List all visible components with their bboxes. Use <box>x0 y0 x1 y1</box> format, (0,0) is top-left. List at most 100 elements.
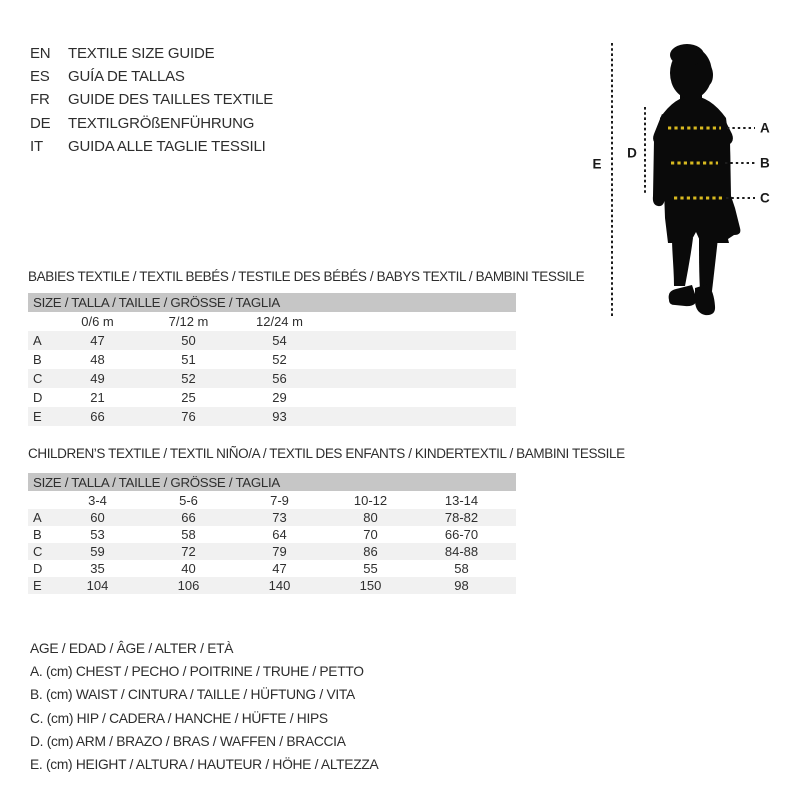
size-cell <box>325 369 416 388</box>
size-cell: 58 <box>181 527 196 542</box>
size-cell: 76 <box>143 407 234 426</box>
language-row: EN TEXTILE SIZE GUIDE <box>30 42 273 65</box>
size-cell: 51 <box>181 352 196 367</box>
size-row-label: A <box>28 331 52 350</box>
size-column-header-row: 0/6 m 7/12 m 12/24 m <box>28 312 516 331</box>
size-cell: 59 <box>52 543 143 560</box>
silhouette-shorts <box>664 190 741 243</box>
language-row: ES GUÍA DE TALLAS <box>30 65 273 88</box>
size-cell: 52 <box>272 352 287 367</box>
size-row: D 35 40 47 55 58 <box>28 560 516 577</box>
size-cell <box>325 331 416 350</box>
measure-label-d: D <box>627 146 637 161</box>
size-cell: 73 <box>234 509 325 526</box>
size-filler-cell <box>507 312 516 331</box>
size-row: C 59 72 79 86 84-88 <box>28 543 517 560</box>
size-filler-cell <box>507 526 516 543</box>
language-title: GUÍA DE TALLAS <box>68 68 185 86</box>
silhouette-shoe-right <box>695 284 716 316</box>
babies-size-table: SIZE / TALLA / TAILLE / GRÖSSE / TAGLIA 0… <box>28 293 517 426</box>
legend-line-height: E. (cm) HEIGHT / ALTURA / HAUTEUR / HÖHE… <box>30 757 379 773</box>
size-column-header-row: 3-4 5-6 7-9 10-12 13-14 <box>28 491 516 509</box>
size-filler-cell <box>507 543 517 560</box>
legend-line-arm: D. (cm) ARM / BRAZO / BRAS / WAFFEN / BR… <box>30 733 346 749</box>
measure-label-b: B <box>760 156 770 171</box>
silhouette-leg-right <box>699 238 718 291</box>
legend-line-waist: B. (cm) WAIST / CINTURA / TAILLE / HÜFTU… <box>30 687 355 703</box>
size-cell: 70 <box>363 527 378 542</box>
size-row-label: B <box>33 527 42 542</box>
size-row-label: E <box>28 577 52 594</box>
size-cell: 104 <box>52 577 143 594</box>
size-row: E 66 76 93 <box>28 407 517 426</box>
size-cell: 56 <box>234 369 325 388</box>
size-column-header: 13-14 <box>444 492 479 508</box>
size-row: A 60 66 73 80 78-82 <box>28 509 517 526</box>
size-cell: 140 <box>234 577 325 594</box>
silhouette-sleeve-left <box>653 114 672 145</box>
size-column-header: 0/6 m <box>81 314 114 329</box>
language-title: GUIDA ALLE TAGLIE TESSILI <box>68 137 266 155</box>
size-cell: 79 <box>234 543 325 560</box>
size-cell: 66 <box>52 407 143 426</box>
silhouette-arm-right <box>716 140 732 207</box>
size-header-bar-row: SIZE / TALLA / TAILLE / GRÖSSE / TAGLIA <box>28 293 517 312</box>
size-filler-cell <box>507 369 517 388</box>
size-cell: 80 <box>325 509 416 526</box>
size-cell: 150 <box>325 577 416 594</box>
size-row-label: C <box>28 543 52 560</box>
size-column-header <box>325 312 416 331</box>
size-cell: 86 <box>325 543 416 560</box>
size-cell <box>416 369 507 388</box>
size-filler-cell <box>507 388 516 407</box>
size-row-label: D <box>33 561 43 576</box>
size-cell <box>325 388 416 407</box>
size-row-label: D <box>33 390 43 405</box>
silhouette-head-back <box>701 64 713 86</box>
language-list: EN TEXTILE SIZE GUIDE ES GUÍA DE TALLAS … <box>30 42 273 158</box>
size-cell: 53 <box>90 527 105 542</box>
size-cell: 106 <box>143 577 234 594</box>
size-cell: 49 <box>52 369 143 388</box>
size-cell: 50 <box>143 331 234 350</box>
size-cell: 64 <box>272 527 287 542</box>
measure-label-e: E <box>592 157 601 172</box>
size-cell: 25 <box>181 390 196 405</box>
size-filler-cell <box>507 407 517 426</box>
size-cell <box>416 350 507 369</box>
size-cell: 78-82 <box>416 509 507 526</box>
size-cell <box>416 407 507 426</box>
silhouette-shoe-left <box>668 285 697 307</box>
size-cell: 47 <box>52 331 143 350</box>
measure-label-a: A <box>760 121 770 136</box>
size-cell: 58 <box>454 561 469 576</box>
language-row: DE TEXTILGRÖßENFÜHRUNG <box>30 112 273 135</box>
size-cell: 84-88 <box>416 543 507 560</box>
size-row: C 49 52 56 <box>28 369 517 388</box>
size-cell: 54 <box>234 331 325 350</box>
size-cell: 66-70 <box>444 527 479 542</box>
babies-section-title: BABIES TEXTILE / TEXTIL BEBÉS / TESTILE … <box>28 269 585 284</box>
size-row-label: C <box>28 369 52 388</box>
size-cell: 35 <box>90 561 105 576</box>
size-row-label: B <box>33 352 42 367</box>
language-row: FR GUIDE DES TAILLES TEXTILE <box>30 88 273 111</box>
size-row: B 48 51 52 <box>28 350 516 369</box>
size-row: E 104 106 140 150 98 <box>28 577 517 594</box>
legend-line-age: AGE / EDAD / ÂGE / ALTER / ETÀ <box>30 641 234 656</box>
language-row: IT GUIDA ALLE TAGLIE TESSILI <box>30 135 273 158</box>
size-cell: 21 <box>90 390 105 405</box>
language-code: EN <box>30 45 51 62</box>
size-row-label: E <box>28 407 52 426</box>
size-cell <box>325 350 416 369</box>
size-cell: 40 <box>181 561 196 576</box>
size-cell: 29 <box>272 390 287 405</box>
size-cell: 60 <box>52 509 143 526</box>
size-filler-cell <box>507 509 517 526</box>
size-cell: 47 <box>272 561 287 576</box>
language-title: TEXTILE SIZE GUIDE <box>68 45 215 62</box>
size-row: A 47 50 54 <box>28 331 517 350</box>
language-code: IT <box>30 137 43 155</box>
size-cell <box>416 388 507 407</box>
